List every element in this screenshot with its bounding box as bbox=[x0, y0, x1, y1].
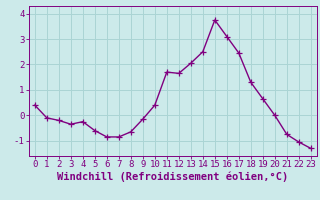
X-axis label: Windchill (Refroidissement éolien,°C): Windchill (Refroidissement éolien,°C) bbox=[57, 172, 288, 182]
